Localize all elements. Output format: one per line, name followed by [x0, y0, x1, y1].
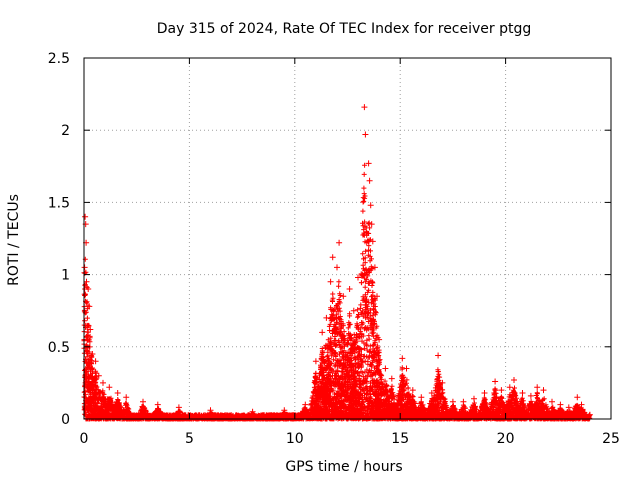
plot-frame — [83, 57, 612, 420]
data-point — [114, 390, 121, 396]
data-point — [81, 264, 88, 271]
data-point — [460, 398, 467, 405]
data-point — [557, 401, 564, 408]
data-point — [84, 336, 91, 343]
data-point — [534, 384, 541, 391]
y-tick-label: 1 — [61, 268, 70, 284]
data-point — [87, 326, 94, 333]
y-tick-label: 0.5 — [48, 340, 70, 356]
axis-ticks — [83, 57, 612, 420]
data-point — [409, 387, 416, 394]
data-point — [527, 392, 534, 399]
x-tick-label: 15 — [391, 431, 409, 447]
y-tick-label: 2 — [61, 123, 70, 139]
data-point — [498, 387, 505, 394]
data-point — [435, 352, 442, 359]
y-tick-label: 2.5 — [48, 51, 70, 67]
data-point — [366, 177, 373, 184]
x-tick-labels: 0 5 10 15 20 25 — [80, 431, 620, 447]
data-point — [403, 365, 410, 372]
y-tick-labels: 0 0.5 1 1.5 2 2.5 — [48, 51, 70, 428]
data-point — [249, 408, 256, 415]
data-point — [365, 160, 372, 167]
dense-noise-markers — [81, 162, 593, 422]
data-point — [175, 404, 182, 411]
data-point — [85, 286, 92, 292]
x-tick-label: 5 — [185, 431, 194, 447]
data-point — [89, 351, 96, 357]
x-tick-label: 25 — [602, 431, 620, 447]
data-points — [81, 104, 593, 418]
data-point — [95, 372, 102, 379]
data-point — [511, 377, 517, 383]
data-point — [207, 407, 214, 414]
data-point — [369, 238, 376, 245]
data-point — [382, 365, 389, 372]
data-point — [519, 390, 526, 396]
x-tick-label: 20 — [497, 431, 515, 447]
data-point — [340, 293, 347, 300]
data-point — [471, 395, 477, 402]
data-point — [367, 202, 374, 209]
data-point — [492, 378, 499, 385]
data-point — [388, 375, 395, 382]
data-point — [323, 314, 330, 321]
data-point — [86, 303, 93, 310]
data-point — [355, 274, 361, 281]
data-point — [506, 384, 513, 391]
y-axis-label: ROTI / TECUs — [6, 194, 22, 286]
data-point — [106, 384, 113, 391]
data-point — [140, 398, 146, 405]
data-point — [302, 401, 309, 408]
data-point — [540, 387, 547, 394]
data-point — [327, 278, 334, 285]
data-point — [319, 329, 326, 336]
data-point — [154, 401, 161, 408]
dense-band-layer — [81, 162, 593, 422]
data-point — [428, 390, 435, 396]
data-point — [362, 131, 369, 138]
data-point — [281, 407, 288, 414]
data-point — [359, 271, 366, 278]
data-point — [336, 239, 343, 246]
data-point — [350, 307, 357, 314]
data-point — [574, 394, 581, 401]
data-point — [549, 398, 555, 405]
data-point — [346, 286, 353, 292]
data-point — [374, 293, 380, 300]
grid-lines — [84, 58, 611, 419]
data-point — [329, 254, 336, 261]
x-axis-label: GPS time / hours — [285, 459, 402, 475]
chart-title: Day 315 of 2024, Rate Of TEC Index for r… — [157, 21, 532, 37]
data-point — [376, 336, 383, 343]
data-point — [123, 394, 130, 401]
data-point — [361, 104, 368, 111]
data-point — [92, 358, 99, 365]
x-tick-label: 0 — [80, 431, 89, 447]
data-point — [439, 379, 446, 386]
data-point — [312, 358, 319, 365]
data-point — [100, 379, 106, 386]
data-point — [449, 398, 456, 405]
data-point — [399, 355, 406, 362]
data-point — [481, 390, 488, 396]
data-point — [565, 404, 572, 411]
y-tick-label: 0 — [61, 412, 70, 428]
data-point — [371, 264, 378, 271]
data-point — [418, 394, 425, 401]
data-point — [368, 221, 375, 228]
y-tick-label: 1.5 — [48, 195, 70, 211]
data-point — [578, 401, 585, 408]
data-point — [82, 213, 89, 220]
data-point — [586, 411, 593, 418]
x-tick-label: 10 — [286, 431, 304, 447]
data-point — [334, 264, 340, 271]
